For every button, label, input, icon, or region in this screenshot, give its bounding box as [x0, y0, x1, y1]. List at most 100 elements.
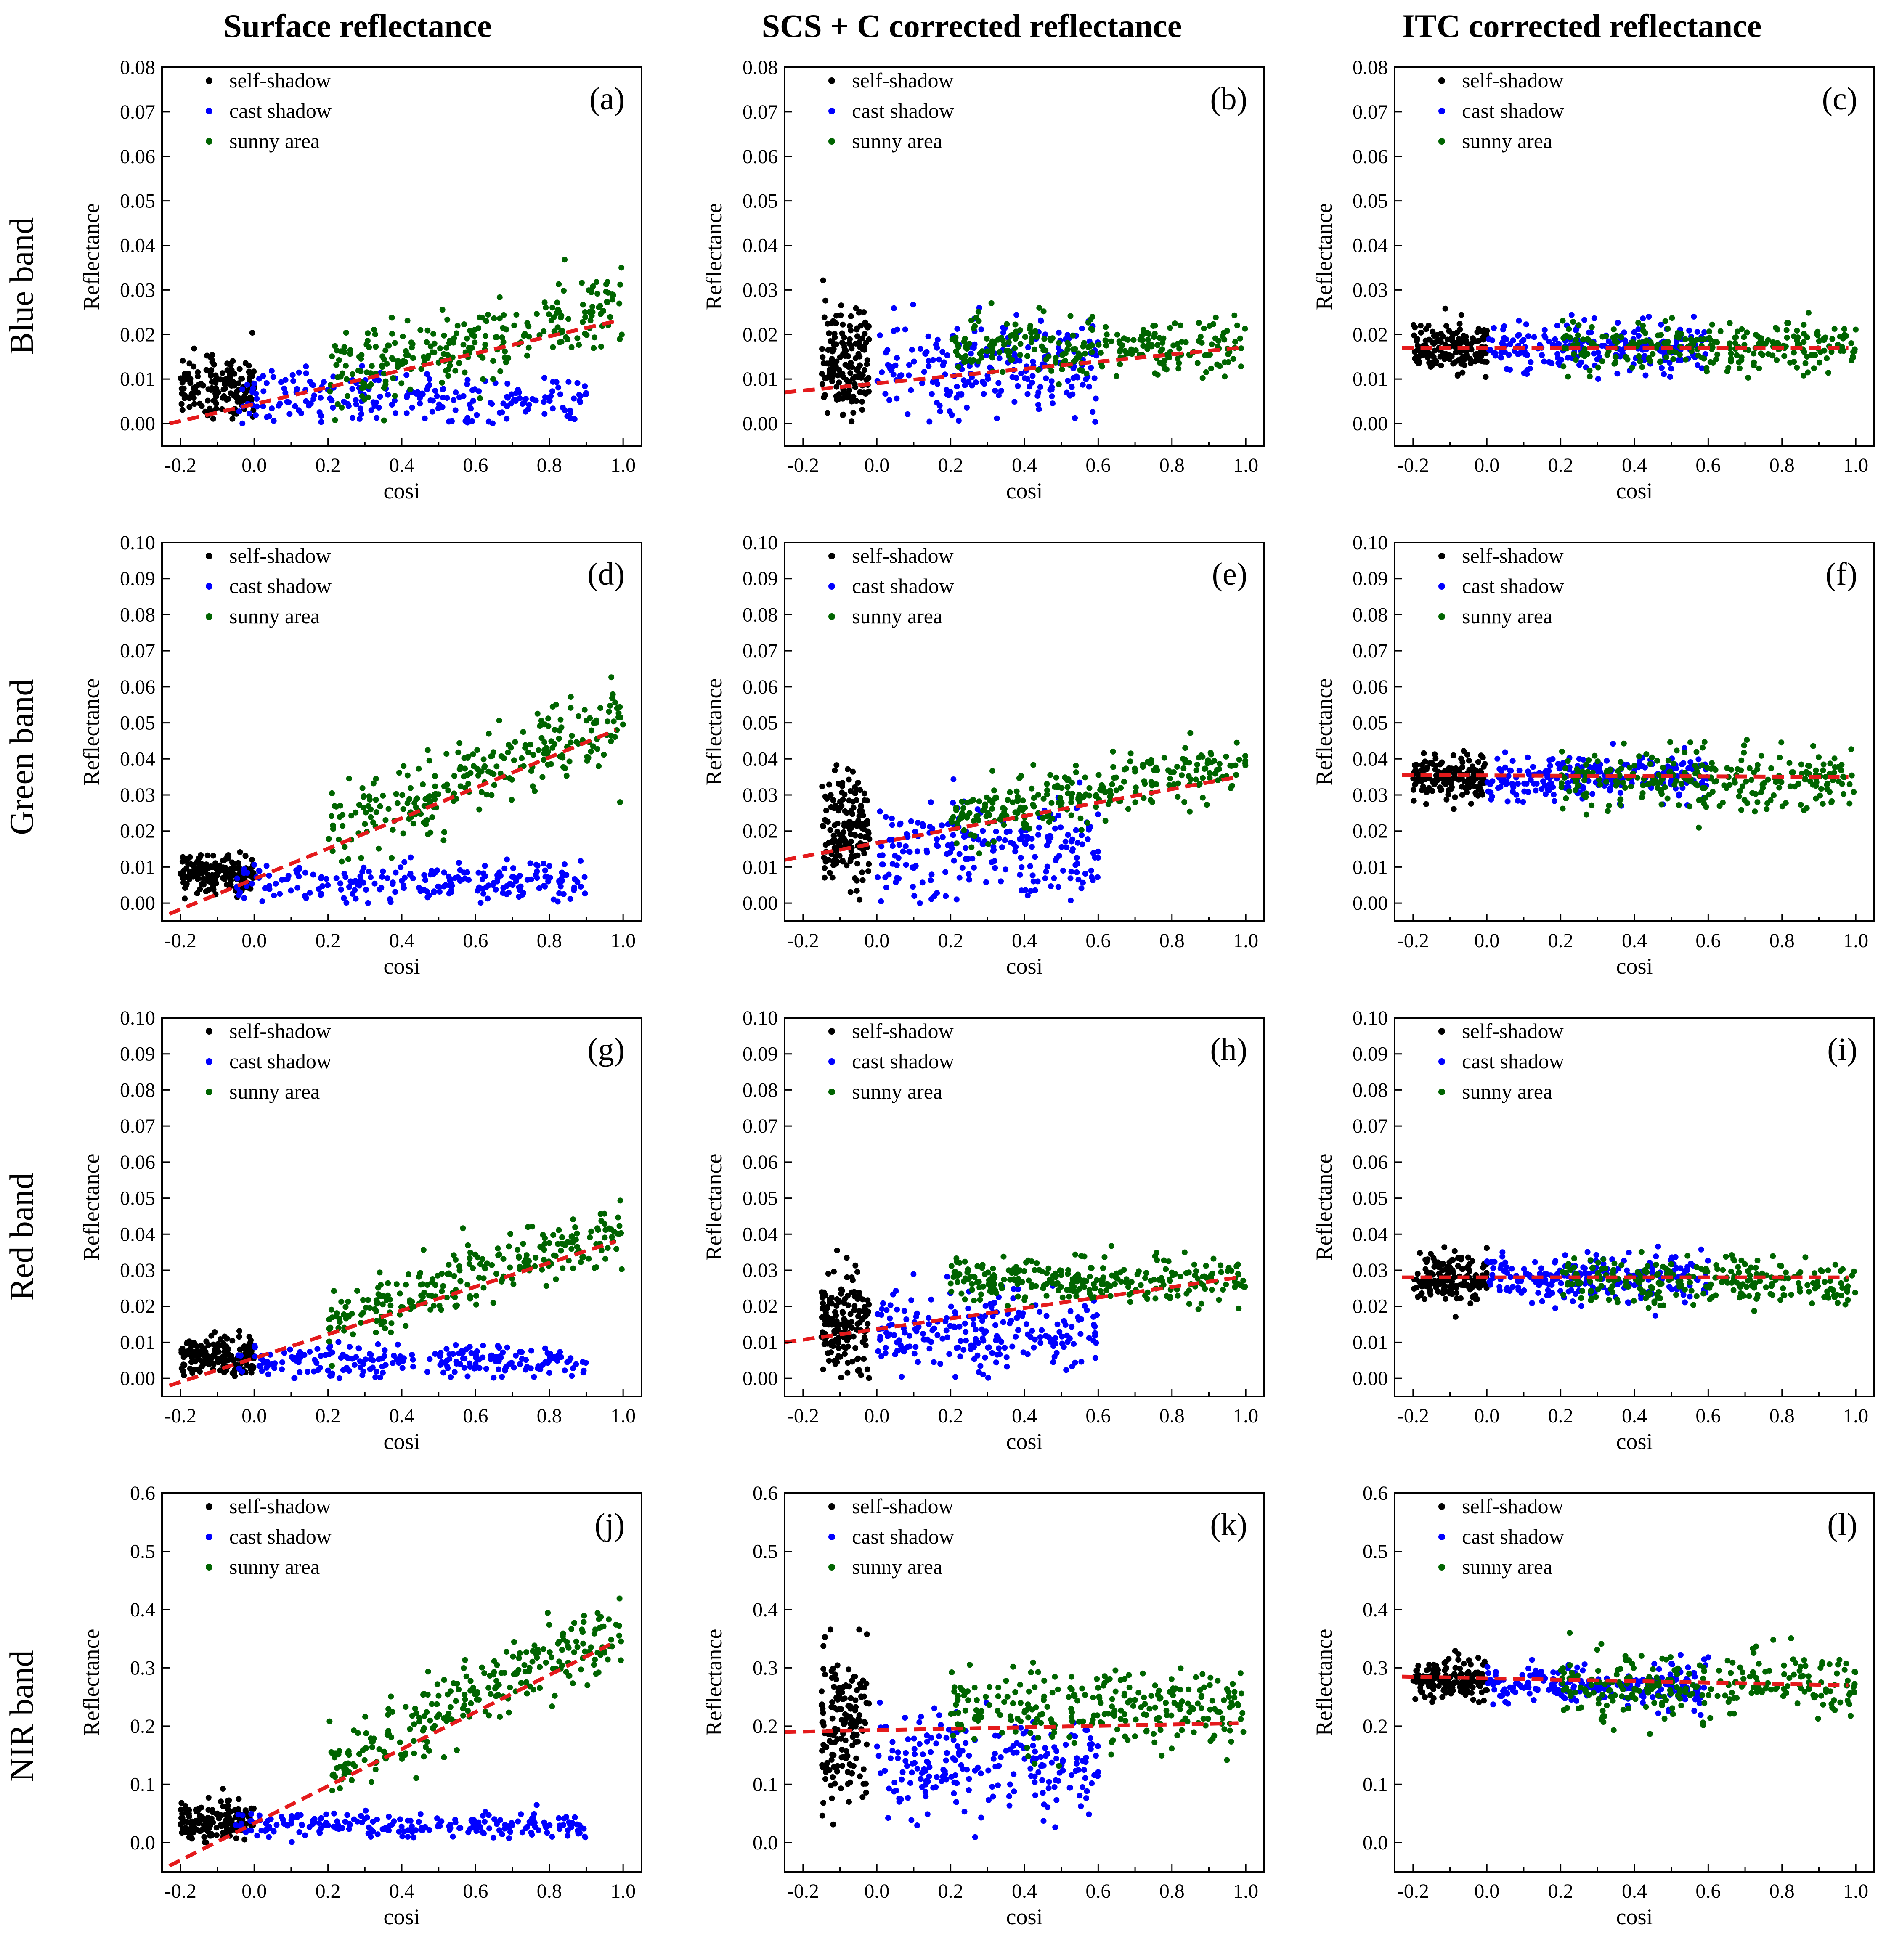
data-point	[246, 1334, 252, 1340]
x-tick-label: 0.2	[938, 454, 963, 477]
data-point	[861, 367, 867, 373]
data-point	[1706, 335, 1712, 341]
data-point	[1486, 336, 1492, 342]
data-point	[361, 864, 367, 871]
data-point	[1058, 824, 1064, 831]
data-point	[366, 384, 372, 390]
data-point	[208, 1332, 215, 1339]
data-point	[1013, 312, 1020, 318]
data-point	[443, 751, 450, 757]
x-tick-label: 0.0	[1474, 930, 1499, 952]
data-point	[1678, 357, 1684, 363]
data-point	[451, 790, 457, 797]
data-point	[1086, 792, 1093, 799]
data-point	[303, 398, 309, 404]
data-point	[1606, 803, 1612, 809]
data-point	[365, 394, 371, 400]
y-tick-label: 0.04	[1353, 235, 1388, 257]
data-point	[877, 332, 883, 339]
data-point	[894, 395, 900, 402]
series-cast-shadow	[234, 854, 588, 906]
data-point	[1568, 312, 1575, 318]
data-point	[1238, 345, 1244, 352]
data-point	[471, 763, 477, 769]
data-point	[504, 381, 511, 387]
data-point	[864, 323, 870, 329]
data-point	[350, 371, 355, 377]
data-point	[375, 1285, 381, 1291]
data-point	[1095, 811, 1101, 818]
data-point	[823, 375, 830, 381]
data-point	[479, 1256, 485, 1262]
data-point	[196, 1366, 202, 1372]
data-point	[321, 379, 327, 385]
data-point	[1563, 333, 1569, 339]
data-point	[830, 832, 837, 839]
data-point	[1709, 760, 1715, 766]
data-point	[1130, 337, 1137, 343]
data-point	[205, 397, 211, 404]
data-point	[877, 808, 883, 815]
data-point	[267, 1351, 273, 1358]
data-point	[265, 1371, 271, 1377]
data-point	[372, 1306, 378, 1312]
data-point	[208, 373, 214, 379]
data-point	[1610, 741, 1616, 747]
data-point	[517, 883, 524, 890]
data-point	[1103, 324, 1109, 330]
data-point	[476, 1274, 482, 1281]
y-tick-label: 0.09	[1353, 568, 1388, 590]
data-point	[962, 382, 968, 388]
data-point	[491, 315, 497, 321]
data-point	[296, 865, 302, 871]
data-point	[1204, 802, 1210, 808]
data-point	[260, 388, 267, 395]
data-point	[578, 1259, 584, 1265]
data-point	[288, 887, 294, 894]
data-point	[971, 345, 977, 351]
data-point	[989, 859, 995, 866]
y-tick-label: 0.00	[1353, 413, 1388, 435]
data-point	[1414, 338, 1420, 344]
data-point	[989, 806, 995, 812]
data-point	[365, 803, 371, 809]
data-point	[451, 1273, 457, 1279]
data-point	[334, 401, 341, 407]
data-point	[1783, 343, 1789, 350]
data-point	[1035, 402, 1041, 408]
data-point	[1459, 784, 1465, 790]
x-tick-label: -0.2	[1397, 454, 1429, 477]
data-point	[1631, 329, 1637, 335]
data-point	[1816, 754, 1822, 760]
data-point	[1068, 897, 1074, 903]
data-point	[1746, 765, 1753, 771]
data-point	[406, 816, 412, 822]
data-point	[498, 1278, 504, 1284]
data-point	[930, 379, 936, 385]
data-point	[357, 1358, 363, 1364]
data-point	[480, 890, 487, 897]
data-point	[1707, 359, 1714, 365]
y-tick-label: 0.02	[743, 820, 778, 842]
data-point	[196, 875, 202, 882]
fit-line	[784, 775, 1239, 862]
data-point	[334, 374, 341, 380]
data-point	[1687, 739, 1693, 746]
data-point	[448, 887, 454, 894]
data-point	[326, 1338, 332, 1345]
data-point	[853, 340, 859, 347]
data-point	[424, 888, 430, 895]
data-point	[959, 810, 965, 816]
data-point	[1233, 739, 1240, 746]
data-point	[1810, 743, 1816, 749]
data-point	[379, 1355, 385, 1361]
data-point	[379, 362, 385, 368]
legend-marker	[206, 583, 212, 590]
data-point	[384, 361, 390, 367]
data-point	[1586, 373, 1593, 380]
data-point	[1692, 781, 1698, 787]
data-point	[826, 330, 832, 336]
data-point	[1597, 768, 1603, 775]
data-point	[837, 799, 843, 805]
data-point	[1024, 834, 1030, 840]
